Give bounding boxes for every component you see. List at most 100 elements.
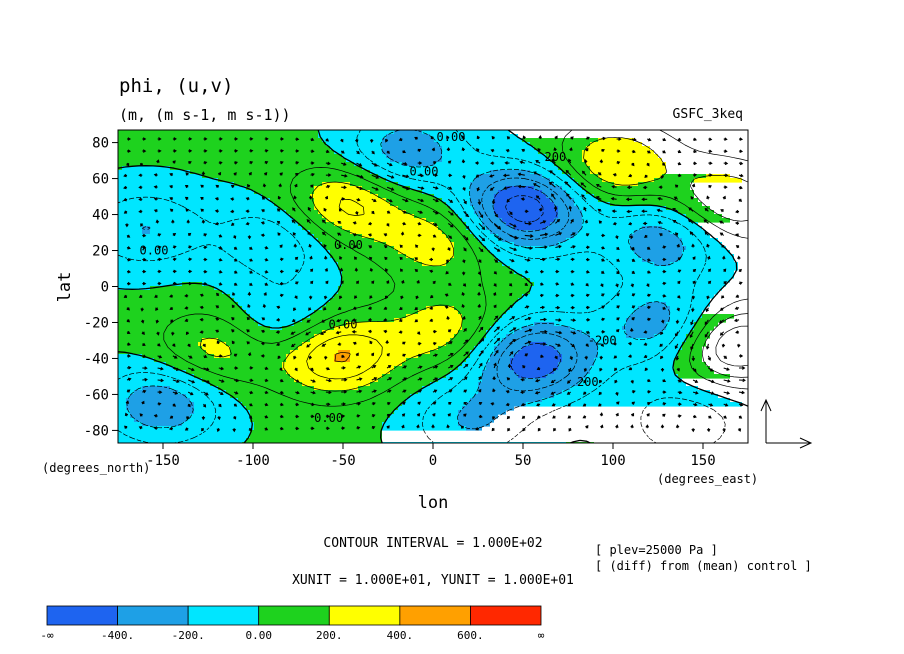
wind-vector [400, 295, 404, 300]
wind-vector [598, 220, 602, 224]
wind-vector [612, 221, 617, 226]
wind-vector [185, 208, 189, 212]
wind-vector [200, 197, 204, 201]
field-cell [546, 194, 570, 199]
wind-vector [201, 171, 206, 176]
wind-vector [248, 427, 252, 432]
wind-vector [188, 245, 192, 249]
wind-vector [138, 197, 143, 202]
wind-vector [569, 147, 573, 152]
wind-vector [691, 355, 696, 362]
wind-vector [535, 160, 541, 164]
field-cell [118, 170, 190, 175]
field-cell [518, 298, 710, 303]
wind-vector [463, 389, 468, 393]
wind-vector [708, 161, 713, 165]
wind-vector [138, 209, 143, 214]
wind-vector [277, 195, 281, 200]
wind-vector [585, 147, 589, 152]
wind-vector [249, 415, 253, 419]
wind-vector [184, 318, 189, 322]
wind-vector [417, 148, 422, 152]
wind-vector [386, 389, 392, 393]
wind-vector [234, 366, 239, 370]
field-cell [446, 202, 470, 207]
field-cell [454, 246, 486, 251]
wind-vector [585, 283, 589, 287]
contour-line [118, 130, 726, 443]
field-cell [378, 378, 438, 383]
field-cell [134, 418, 186, 423]
wind-vector [689, 331, 694, 338]
wind-vector [417, 401, 422, 405]
field-cell [118, 394, 130, 399]
field-cell [290, 350, 338, 355]
wind-vector [352, 306, 357, 310]
wind-vector [172, 149, 177, 153]
wind-vector [367, 318, 372, 322]
wind-vector [234, 137, 239, 141]
wind-vector [625, 197, 632, 202]
field-cell [118, 410, 130, 415]
field-cell [118, 390, 134, 395]
y-tick-label: -80 [84, 423, 109, 439]
field-cell [118, 370, 186, 375]
wind-vector [417, 173, 425, 178]
wind-vector [631, 149, 636, 154]
wind-vector [188, 281, 193, 286]
wind-vector [290, 343, 296, 348]
wind-vector [417, 233, 422, 238]
wind-vector [126, 365, 132, 370]
wind-vector [249, 403, 253, 407]
wind-vector [719, 307, 725, 311]
wind-vector [628, 367, 633, 371]
field-cell [570, 386, 698, 391]
wind-vector [627, 341, 632, 346]
wind-vector [264, 390, 269, 395]
field-cell [250, 418, 386, 423]
colorbar-swatch [46, 605, 118, 626]
field-cell [406, 210, 454, 215]
wind-vector [735, 330, 740, 334]
field-cell [118, 262, 338, 267]
wind-vector [540, 232, 549, 237]
field-cell [422, 386, 478, 391]
wind-vector [306, 319, 311, 323]
wind-vector [553, 147, 557, 152]
wind-vector [491, 135, 495, 140]
field-cell [370, 190, 422, 195]
field-cell [118, 330, 322, 335]
field-cell [290, 214, 322, 219]
wind-vector [386, 353, 390, 357]
field-cell [494, 322, 534, 327]
field-cell [598, 354, 678, 359]
wind-vector [493, 247, 501, 252]
field-cell [670, 262, 738, 267]
wind-vector [371, 426, 376, 430]
wind-vector [142, 137, 147, 141]
wind-vector [233, 378, 240, 383]
wind-vector [708, 185, 712, 189]
field-cell [150, 230, 310, 235]
y-tick-label: 20 [92, 244, 109, 260]
wind-vector [570, 305, 576, 310]
field-cell [314, 386, 358, 391]
wind-vector [719, 220, 724, 224]
field-cell [230, 346, 298, 351]
field-cell [118, 234, 314, 239]
wind-vector [493, 362, 497, 369]
field-cell [382, 146, 442, 151]
field-cell [134, 390, 178, 395]
field-cell [118, 258, 334, 263]
wind-vector [585, 270, 590, 274]
wind-vector [540, 245, 548, 249]
wind-vector [583, 206, 587, 212]
wind-vector [203, 137, 208, 141]
wind-vector [233, 172, 237, 176]
wind-vector [217, 171, 222, 176]
wind-vector [323, 295, 328, 300]
wind-vector [310, 172, 315, 177]
field-cell [130, 394, 186, 399]
wind-vector [509, 270, 513, 274]
field-cell [282, 326, 334, 331]
